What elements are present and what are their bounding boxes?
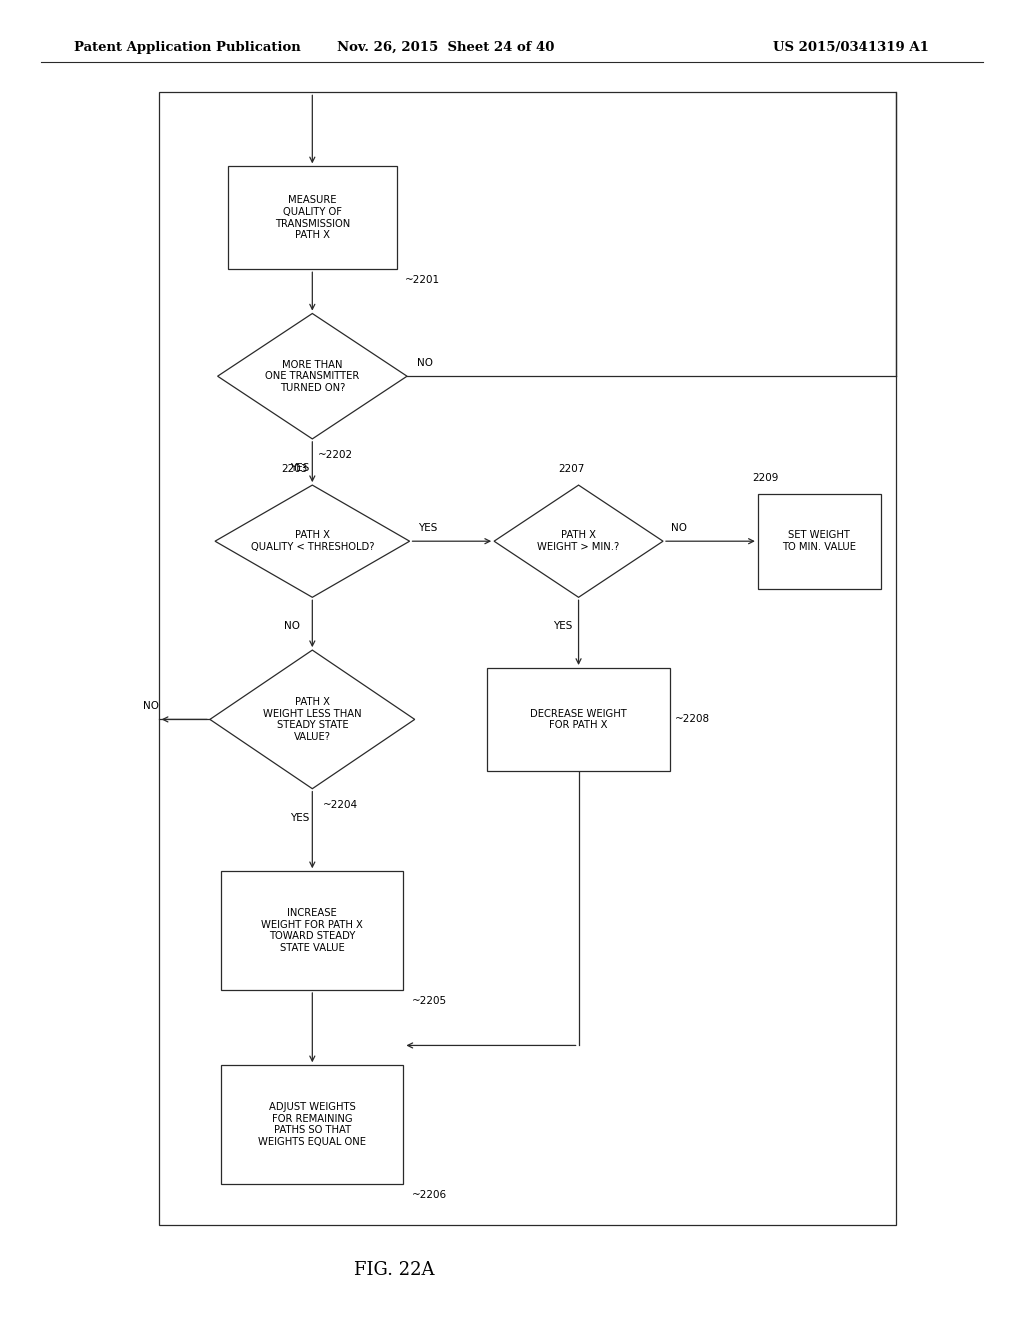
- Text: ~2208: ~2208: [675, 714, 710, 725]
- Text: ~2205: ~2205: [412, 995, 446, 1006]
- Text: NO: NO: [672, 523, 687, 533]
- Text: SET WEIGHT
TO MIN. VALUE: SET WEIGHT TO MIN. VALUE: [782, 531, 856, 552]
- Text: NO: NO: [143, 701, 160, 711]
- Bar: [227, 166, 396, 269]
- Text: MEASURE
QUALITY OF
TRANSMISSION
PATH X: MEASURE QUALITY OF TRANSMISSION PATH X: [274, 195, 350, 240]
- Polygon shape: [217, 314, 407, 438]
- Text: US 2015/0341319 A1: US 2015/0341319 A1: [773, 41, 929, 54]
- Bar: [221, 871, 403, 990]
- Text: YES: YES: [553, 622, 572, 631]
- Text: 2207: 2207: [558, 465, 585, 474]
- Text: INCREASE
WEIGHT FOR PATH X
TOWARD STEADY
STATE VALUE: INCREASE WEIGHT FOR PATH X TOWARD STEADY…: [261, 908, 364, 953]
- Polygon shape: [210, 649, 415, 788]
- Bar: [487, 668, 670, 771]
- Text: FIG. 22A: FIG. 22A: [354, 1261, 434, 1279]
- Text: ~2201: ~2201: [406, 275, 440, 285]
- Text: PATH X
QUALITY < THRESHOLD?: PATH X QUALITY < THRESHOLD?: [251, 531, 374, 552]
- Text: NO: NO: [418, 358, 433, 368]
- Text: YES: YES: [290, 463, 309, 473]
- Text: 2203: 2203: [282, 465, 308, 474]
- Text: Patent Application Publication: Patent Application Publication: [74, 41, 300, 54]
- Bar: [758, 494, 881, 589]
- Bar: [159, 92, 896, 1225]
- Polygon shape: [494, 486, 664, 597]
- Text: ~2206: ~2206: [412, 1189, 446, 1200]
- Text: ~2202: ~2202: [317, 450, 352, 459]
- Text: YES: YES: [418, 523, 437, 533]
- Text: MORE THAN
ONE TRANSMITTER
TURNED ON?: MORE THAN ONE TRANSMITTER TURNED ON?: [265, 359, 359, 393]
- Text: ~2204: ~2204: [323, 800, 357, 809]
- Text: ADJUST WEIGHTS
FOR REMAINING
PATHS SO THAT
WEIGHTS EQUAL ONE: ADJUST WEIGHTS FOR REMAINING PATHS SO TH…: [258, 1102, 367, 1147]
- Text: NO: NO: [284, 622, 300, 631]
- Text: YES: YES: [290, 813, 309, 822]
- Text: PATH X
WEIGHT LESS THAN
STEADY STATE
VALUE?: PATH X WEIGHT LESS THAN STEADY STATE VAL…: [263, 697, 361, 742]
- Bar: [221, 1065, 403, 1184]
- Text: PATH X
WEIGHT > MIN.?: PATH X WEIGHT > MIN.?: [538, 531, 620, 552]
- Text: DECREASE WEIGHT
FOR PATH X: DECREASE WEIGHT FOR PATH X: [530, 709, 627, 730]
- Text: 2209: 2209: [753, 473, 779, 483]
- Polygon shape: [215, 486, 410, 597]
- Text: Nov. 26, 2015  Sheet 24 of 40: Nov. 26, 2015 Sheet 24 of 40: [337, 41, 554, 54]
